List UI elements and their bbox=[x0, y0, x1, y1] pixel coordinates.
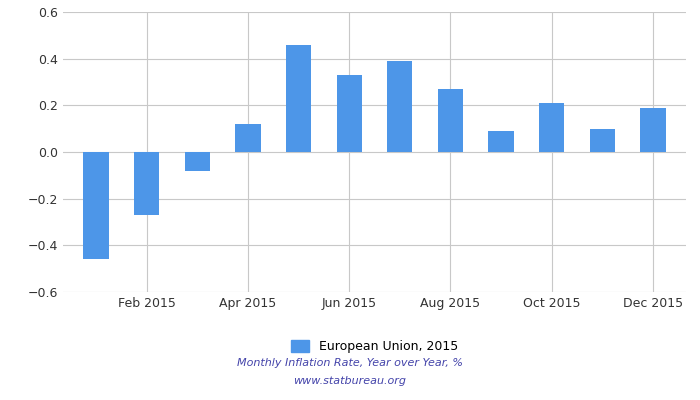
Bar bbox=[590, 129, 615, 152]
Bar bbox=[134, 152, 159, 215]
Bar bbox=[539, 103, 564, 152]
Bar bbox=[489, 131, 514, 152]
Bar bbox=[83, 152, 108, 259]
Bar bbox=[387, 61, 412, 152]
Text: www.statbureau.org: www.statbureau.org bbox=[293, 376, 407, 386]
Legend: European Union, 2015: European Union, 2015 bbox=[286, 335, 463, 358]
Bar bbox=[235, 124, 260, 152]
Text: Monthly Inflation Rate, Year over Year, %: Monthly Inflation Rate, Year over Year, … bbox=[237, 358, 463, 368]
Bar bbox=[337, 75, 362, 152]
Bar bbox=[640, 108, 666, 152]
Bar bbox=[185, 152, 210, 171]
Bar bbox=[286, 45, 312, 152]
Bar bbox=[438, 89, 463, 152]
